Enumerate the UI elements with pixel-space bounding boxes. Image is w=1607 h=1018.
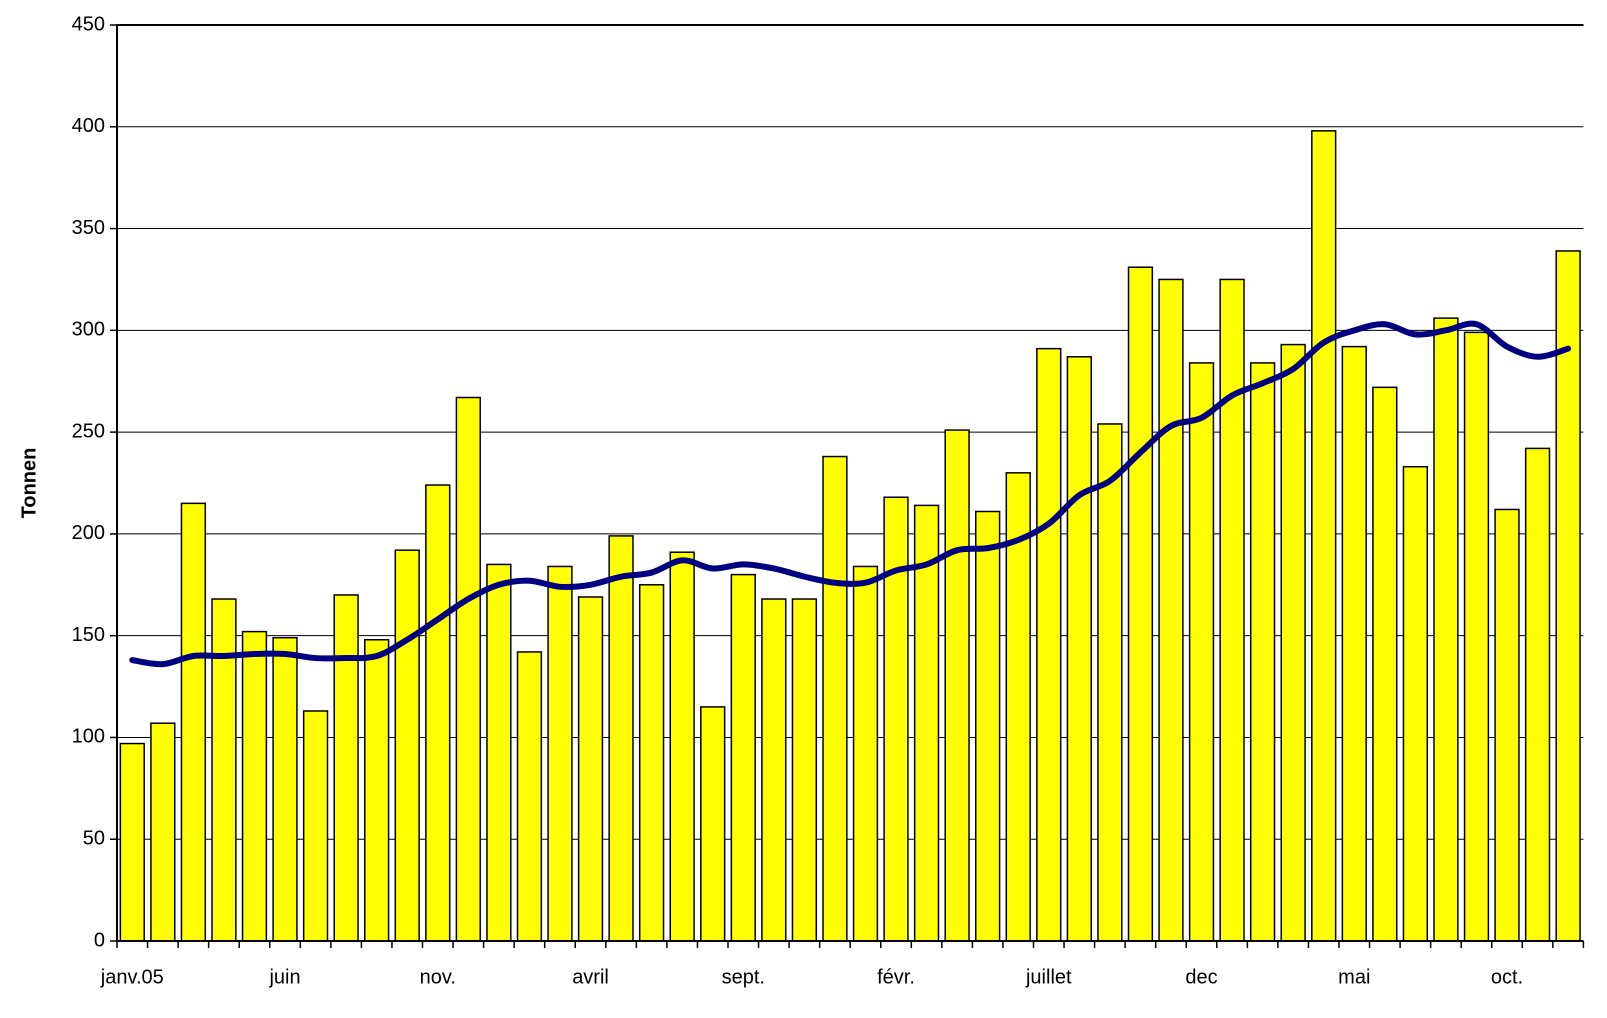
bar	[577, 596, 604, 942]
bar	[913, 504, 940, 942]
y-tick-label: 300	[72, 319, 105, 341]
y-tick-label: 250	[72, 420, 105, 442]
bar	[1494, 508, 1520, 942]
bar	[761, 598, 787, 942]
bar	[516, 651, 543, 942]
x-tick-label: mai	[1338, 966, 1370, 988]
trend-line	[129, 320, 1572, 668]
y-tick-label: 50	[83, 828, 105, 850]
x-tick-label: avril	[572, 966, 609, 988]
bar	[669, 551, 695, 942]
y-tick-label: 150	[72, 624, 105, 646]
bar	[1036, 347, 1062, 942]
x-tick-label: dec	[1185, 966, 1217, 988]
bar	[1341, 345, 1367, 942]
x-tick-label: oct.	[1491, 966, 1523, 988]
y-axis-label: Tonnen	[18, 448, 40, 519]
bar	[1311, 130, 1337, 942]
bar	[1127, 266, 1154, 942]
x-tick-label: juin	[268, 966, 300, 988]
bar	[394, 549, 420, 942]
bar	[1524, 447, 1551, 942]
bar	[119, 742, 145, 942]
y-tick-label: 0	[94, 929, 105, 951]
y-tick-label: 400	[72, 115, 105, 137]
bar	[150, 722, 176, 942]
bar	[1249, 362, 1276, 942]
bar	[241, 630, 268, 942]
bar	[180, 502, 207, 942]
x-tick-label: févr.	[877, 966, 915, 988]
bar	[1433, 317, 1459, 942]
x-tick-label: nov.	[420, 966, 456, 988]
bar	[364, 638, 390, 942]
bar	[822, 455, 848, 942]
bar	[211, 598, 237, 942]
bar	[1280, 343, 1306, 942]
bar	[302, 710, 329, 942]
bar	[1402, 465, 1429, 942]
y-tick-label: 450	[72, 13, 105, 35]
bar	[425, 484, 451, 942]
bar	[1066, 356, 1092, 942]
bar	[791, 598, 818, 942]
bar	[944, 429, 970, 942]
x-tick-label: sept.	[722, 966, 765, 988]
x-tick-label: juillet	[1025, 966, 1072, 988]
bar	[608, 535, 634, 942]
bar	[1188, 362, 1215, 942]
bar	[975, 510, 1001, 942]
y-tick-label: 350	[72, 217, 105, 239]
bar	[852, 565, 879, 942]
bar	[638, 584, 665, 942]
bar	[486, 563, 512, 942]
bar	[272, 636, 298, 942]
y-tick-label: 100	[72, 726, 105, 748]
bar	[1372, 386, 1398, 942]
x-tick-label: janv.05	[100, 966, 164, 988]
bar	[1219, 278, 1245, 942]
bar	[1463, 331, 1490, 942]
bar	[333, 594, 359, 942]
bar	[700, 706, 726, 942]
bar	[730, 573, 756, 942]
bar	[455, 396, 481, 942]
bar	[547, 565, 573, 942]
bar	[1097, 423, 1123, 942]
bar	[883, 496, 909, 942]
y-tick-label: 200	[72, 522, 105, 544]
bar	[1158, 278, 1184, 942]
